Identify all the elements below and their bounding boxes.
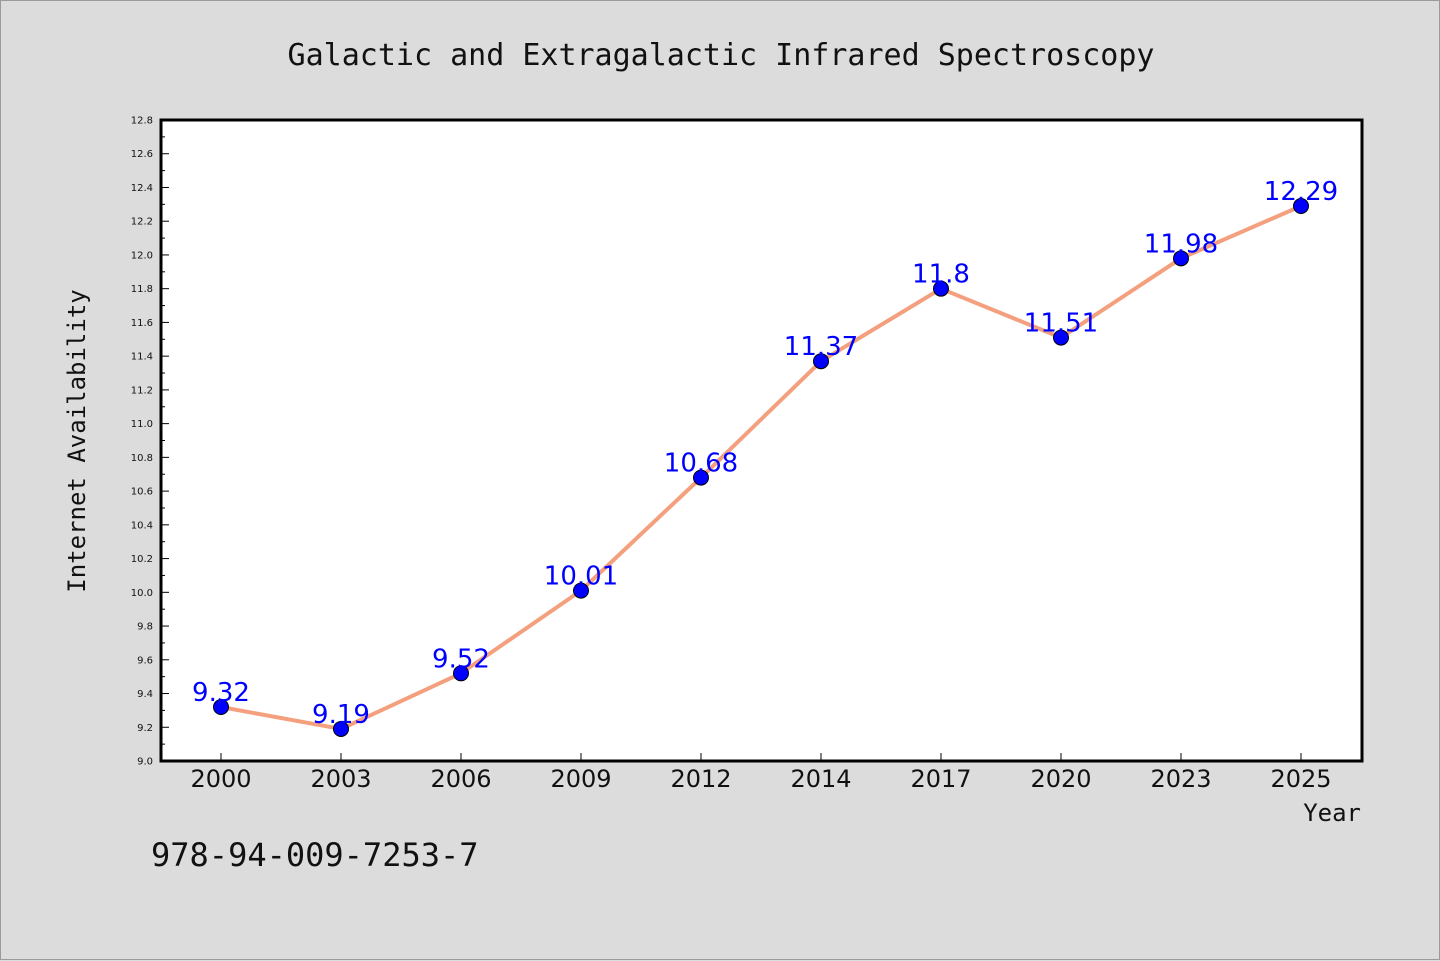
y-tick-label: 10.6 (131, 487, 153, 498)
y-tick-label: 12.8 (131, 116, 153, 127)
x-axis-title: Year (1303, 799, 1361, 827)
data-point (213, 699, 229, 716)
y-tick-label: 9.0 (137, 757, 153, 768)
data-label: 11.8 (912, 260, 970, 290)
x-axis: 2000 2003 2006 2009 2012 2014 2017 2020 2023 2025 (190, 753, 1332, 793)
y-tick-label: 12.6 (131, 149, 153, 160)
x-tick-label: 2003 (310, 765, 371, 793)
plot-area (159, 118, 1364, 763)
y-tick-label: 11.0 (131, 419, 153, 430)
y-tick-label: 11.4 (131, 352, 153, 363)
data-label: 10.01 (544, 562, 618, 592)
y-tick-label: 10.8 (131, 453, 153, 464)
data-label: 10.68 (664, 449, 738, 479)
x-tick-label: 2014 (790, 765, 851, 793)
y-tick-label: 11.8 (131, 284, 153, 295)
y-tick-label: 9.4 (137, 689, 153, 700)
y-axis: 9.0 9.2 9.4 9.6 9.8 10.0 10.2 10.4 10.6 10.8 11.0 1… (131, 116, 169, 768)
data-series: 9.32 9.19 9.52 10.01 10.68 11.37 11.8 11.51 11.9… (192, 177, 1338, 737)
x-tick-label: 2012 (670, 765, 731, 793)
x-tick-label: 2000 (190, 765, 251, 793)
data-label: 12.29 (1264, 177, 1338, 207)
data-label: 9.32 (192, 678, 250, 708)
x-tick-label: 2017 (910, 765, 971, 793)
data-point (1053, 329, 1069, 346)
y-tick-label: 10.4 (131, 520, 153, 531)
data-label: 11.51 (1024, 309, 1098, 339)
y-tick-label: 9.8 (137, 622, 153, 633)
x-tick-label: 2009 (550, 765, 611, 793)
data-label: 9.52 (432, 644, 490, 674)
data-point (1173, 250, 1189, 267)
x-tick-label: 2020 (1030, 765, 1091, 793)
y-tick-label: 12.2 (131, 217, 153, 228)
y-tick-label: 11.6 (131, 318, 153, 329)
data-point (333, 720, 349, 737)
data-point (813, 353, 829, 370)
y-tick-label: 12.0 (131, 250, 153, 261)
y-tick-label: 10.2 (131, 554, 153, 565)
series-line (219, 204, 1303, 731)
data-point (453, 665, 469, 682)
data-label: 11.98 (1144, 229, 1218, 259)
data-point (693, 469, 709, 486)
y-tick-label: 11.2 (131, 385, 153, 396)
data-label: 9.19 (312, 700, 370, 730)
chart-title: Galactic and Extragalactic Infrared Spec… (288, 38, 1155, 73)
data-label: 11.37 (784, 332, 858, 362)
y-axis-title: Internet Availability (63, 289, 91, 592)
data-point (573, 582, 589, 599)
data-point (933, 280, 949, 297)
y-tick-label: 9.2 (137, 723, 153, 734)
isbn-text: 978-94-009-7253-7 (151, 836, 479, 874)
x-tick-label: 2023 (1150, 765, 1211, 793)
x-tick-label: 2006 (430, 765, 491, 793)
y-tick-label: 10.0 (131, 588, 153, 599)
x-tick-label: 2025 (1270, 765, 1331, 793)
y-tick-label: 9.6 (137, 655, 153, 666)
y-tick-label: 12.4 (131, 183, 153, 194)
data-point (1293, 198, 1309, 215)
